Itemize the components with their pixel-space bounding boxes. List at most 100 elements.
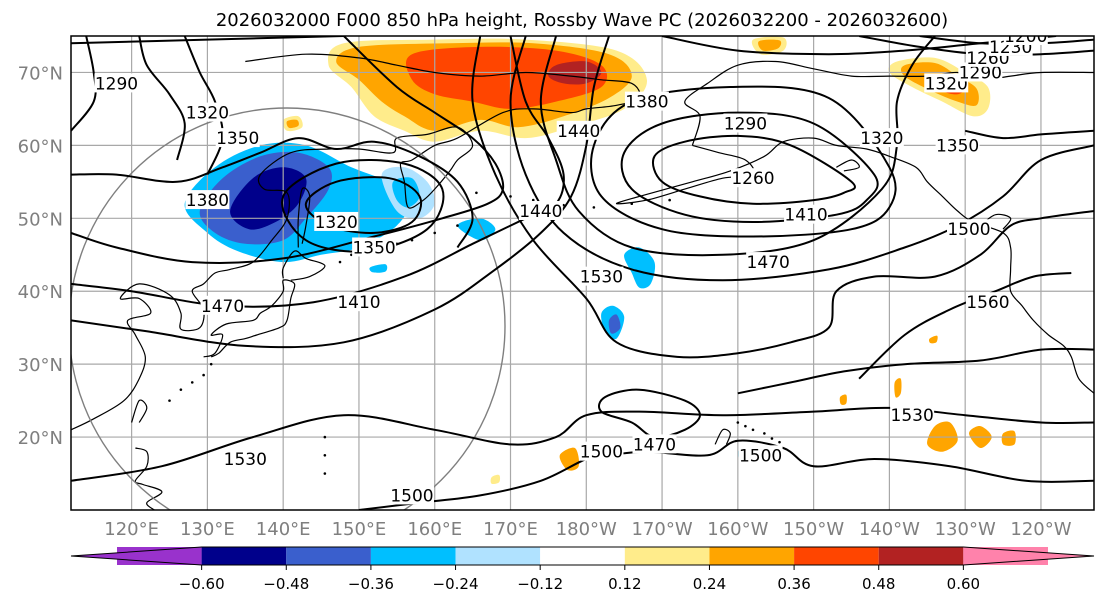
contour-label-halo — [223, 448, 268, 468]
coastline — [131, 399, 148, 423]
map-panel: 1290132013501380132013501410147014401440… — [70, 27, 1095, 511]
island — [509, 195, 512, 198]
latitude-label: 30°N — [18, 355, 63, 376]
anomaly-patch — [286, 119, 299, 129]
contour-label-halo — [935, 135, 980, 155]
height-contour — [737, 347, 1094, 395]
island — [323, 454, 327, 457]
island — [350, 253, 353, 257]
contour-label: 1380 — [625, 93, 668, 113]
colorbar-tick-label: 0.24 — [693, 575, 726, 593]
colorbar-segment — [201, 547, 287, 565]
map-title: 2026032000 F000 850 hPa height, Rossby W… — [216, 10, 948, 31]
anomaly-patch — [490, 474, 501, 485]
longitude-label: 170°E — [483, 519, 538, 540]
height-contour — [471, 36, 1094, 359]
island — [531, 198, 535, 202]
longitude-label: 140°E — [256, 519, 311, 540]
colorbar-tick-label: −0.24 — [433, 575, 479, 593]
colorbar-ticks: −0.60 −0.48 −0.36 −0.24 −0.12 0.12 0.24 0.36 0.4… — [179, 565, 980, 593]
colorbar-tick-label: −0.48 — [263, 575, 309, 593]
island — [190, 381, 194, 384]
latitude-label: 60°N — [18, 136, 63, 157]
anomaly-patch — [457, 218, 496, 241]
contour-label-halo — [579, 441, 624, 461]
height-contour — [71, 36, 344, 45]
anomaly-patch — [1001, 430, 1016, 446]
contour-label: 1500 — [390, 486, 433, 506]
height-contour — [71, 36, 505, 264]
contour-label-halo — [924, 73, 969, 93]
island — [630, 202, 634, 206]
latitude-label: 40°N — [18, 282, 63, 303]
contour-label-halo — [200, 295, 245, 315]
contour-label: 1320 — [860, 129, 903, 149]
contour-label: 1320 — [925, 74, 968, 94]
contour-label: 1530 — [224, 450, 267, 470]
height-contour — [281, 158, 445, 253]
coastline — [134, 447, 163, 510]
colorbar-segment — [624, 547, 710, 565]
colorbar-tick-label: 0.48 — [862, 575, 895, 593]
island — [763, 432, 766, 435]
contour-label: 1350 — [216, 129, 259, 149]
colorbar: −0.60 −0.48 −0.36 −0.24 −0.12 0.12 0.24 0.36 0.4… — [70, 546, 1095, 593]
contour-label-halo — [314, 211, 359, 231]
contour-label: 1500 — [947, 220, 990, 240]
island — [668, 198, 671, 202]
island — [475, 191, 478, 195]
contour-label-halo — [94, 73, 139, 93]
contour-label: 1500 — [580, 443, 623, 463]
colorbar-tick-label: 0.36 — [777, 575, 810, 593]
island — [592, 206, 596, 209]
contour-label-halo — [890, 405, 935, 425]
latitude-label: 20°N — [18, 428, 63, 449]
colorbar-segment — [540, 547, 625, 565]
contour-label: 1290 — [959, 63, 1002, 83]
contour-label: 1320 — [186, 104, 229, 124]
colorbar-segment — [370, 547, 456, 565]
contour-label-halo — [390, 485, 434, 505]
contour-label: 1470 — [633, 435, 676, 455]
longitude-label: 120°W — [1010, 519, 1071, 540]
contour-label-halo — [624, 91, 669, 111]
longitude-label: 170°W — [631, 519, 692, 540]
coastline — [714, 428, 731, 445]
height-contour — [183, 36, 224, 176]
colorbar-extend-high — [963, 547, 1094, 565]
contour-label-halo — [556, 120, 601, 140]
colorbar-segments — [70, 546, 1095, 566]
contour-label-halo — [185, 102, 230, 122]
anomaly-patch — [624, 247, 656, 289]
island — [323, 472, 327, 475]
island — [168, 399, 171, 402]
coastline — [836, 159, 860, 172]
island — [736, 421, 740, 424]
longitude-label: 120°E — [104, 519, 159, 540]
contour-label-halo — [632, 434, 677, 454]
coastline — [297, 187, 311, 248]
colorbar-tick-label: −0.12 — [517, 575, 563, 593]
anomaly-patch — [230, 167, 307, 230]
longitude-label: 140°W — [859, 519, 920, 540]
contour-label: 1560 — [966, 293, 1009, 313]
contour-label-halo — [946, 219, 991, 239]
region-circle — [71, 107, 506, 510]
island — [179, 388, 183, 391]
contour-label: 1260 — [731, 169, 774, 189]
contour-label: 1320 — [315, 213, 358, 233]
contour-label: 1200 — [1004, 27, 1047, 47]
height-contour — [358, 439, 1094, 510]
contour-label-halo — [215, 128, 260, 148]
colorbar-tick-label: −0.60 — [179, 575, 225, 593]
colorbar-segment — [455, 547, 541, 565]
contour-label: 1440 — [557, 122, 600, 142]
anomaly-patch — [369, 264, 388, 273]
colorbar-tick-label: 0.60 — [947, 575, 980, 593]
colorbar-tick-label: −0.36 — [348, 575, 394, 593]
latitude-label: 50°N — [18, 209, 63, 230]
contour-label-halo — [859, 128, 904, 148]
height-contour — [590, 85, 897, 238]
island — [433, 231, 437, 235]
